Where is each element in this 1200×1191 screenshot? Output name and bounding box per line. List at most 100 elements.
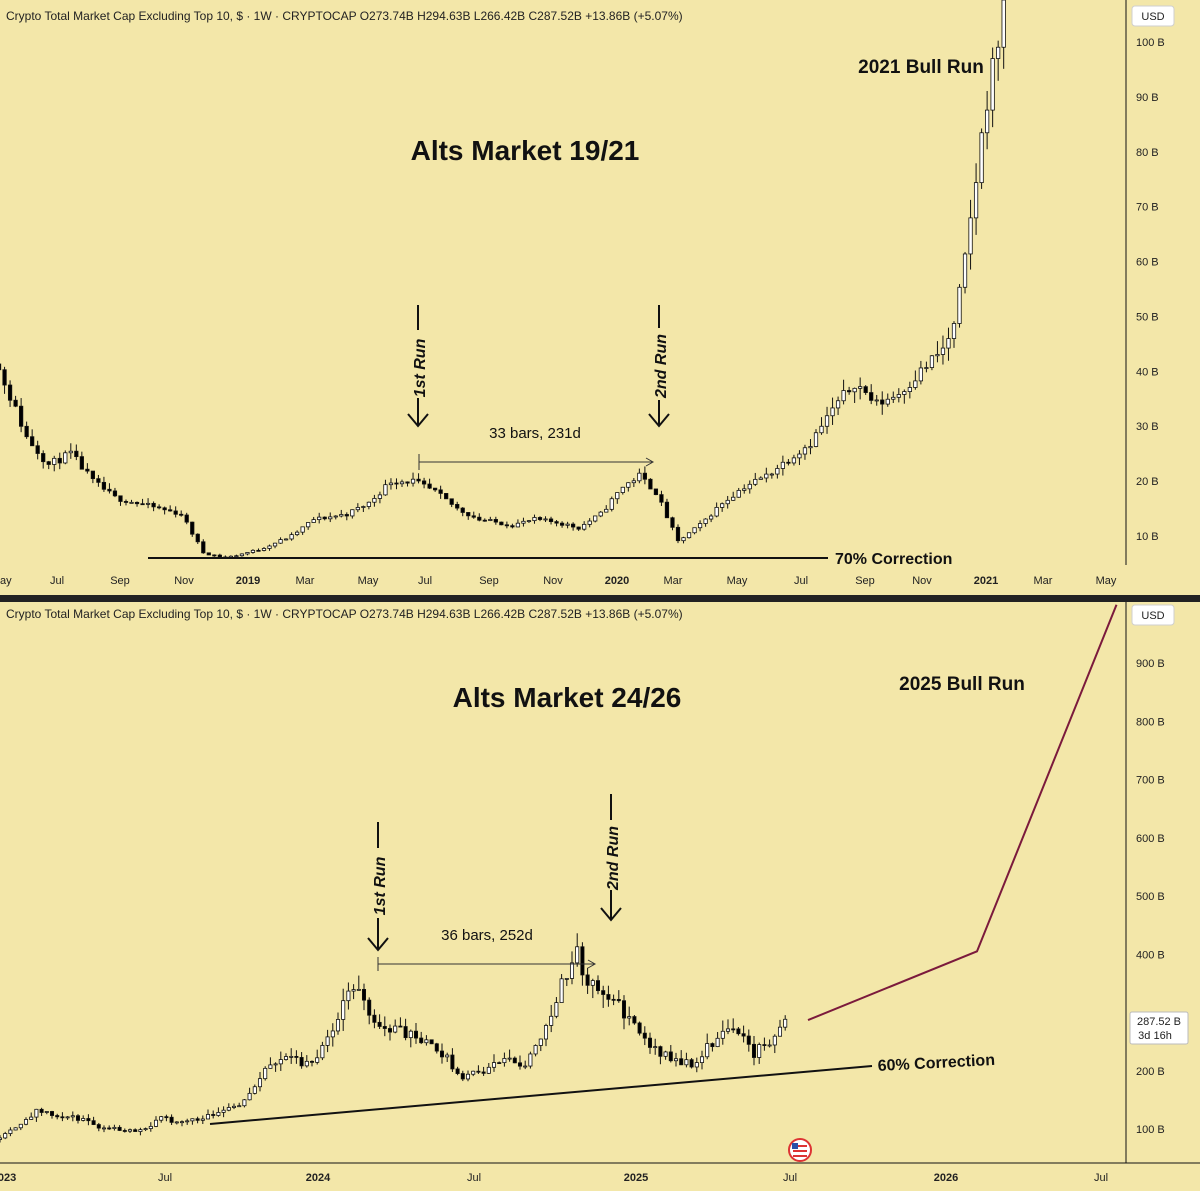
- bottom-y-axis-ticks: 100 B 200 B 400 B 500 B 600 B 700 B 800 B 900 B: [1136, 658, 1165, 1136]
- top-candle: [598, 511, 603, 517]
- economic-events-icon[interactable]: [788, 1138, 812, 1162]
- top-candle: [30, 436, 35, 447]
- bottom-candle: [237, 1105, 242, 1108]
- top-second-run-label: 2nd Run: [653, 334, 670, 399]
- top-candle: [709, 515, 714, 520]
- bottom-candle: [491, 1062, 497, 1068]
- top-candle: [675, 526, 681, 542]
- bottom-candle: [554, 1002, 559, 1017]
- top-candle: [962, 253, 968, 288]
- bottom-candle: [86, 1118, 91, 1122]
- top-candle: [306, 522, 311, 528]
- top-second-run-arrow-head: [648, 413, 670, 428]
- bottom-candle: [372, 1014, 377, 1023]
- bottom-candle: [471, 1070, 476, 1075]
- top-candle: [996, 46, 1001, 59]
- top-x-axis-ticks: ay Jul Sep Nov 2019 Mar May Jul Sep Nov 2020 Mar May…: [0, 575, 1117, 587]
- bottom-candle: [96, 1124, 101, 1129]
- bottom-candle: [367, 999, 372, 1016]
- bottom-y-tick-label: 200 B: [1136, 1066, 1165, 1078]
- bottom-candle: [725, 1028, 731, 1032]
- top-candle: [190, 521, 195, 535]
- bottom-candle: [153, 1119, 159, 1127]
- top-y-tick-label: 40 B: [1136, 366, 1159, 378]
- last-price-value: 287.52 B: [1137, 1016, 1181, 1028]
- top-candle: [394, 482, 399, 485]
- top-candle: [283, 538, 289, 541]
- top-x-tick-label: Jul: [50, 575, 64, 587]
- top-candle: [234, 555, 239, 558]
- top-candle: [85, 468, 90, 472]
- bottom-candle: [216, 1112, 221, 1116]
- top-candle: [791, 457, 797, 464]
- bottom-candle: [439, 1050, 445, 1058]
- top-candle: [973, 182, 979, 219]
- bottom-candle: [533, 1045, 538, 1055]
- bottom-y-tick-label: 600 B: [1136, 833, 1165, 845]
- top-candle: [63, 452, 68, 464]
- top-candle: [819, 425, 824, 434]
- bottom-candle: [757, 1044, 762, 1058]
- top-candle: [383, 484, 388, 496]
- last-price-tag: [1129, 1011, 1189, 1045]
- bottom-candle: [294, 1055, 299, 1058]
- bottom-candle: [429, 1039, 434, 1045]
- bottom-candle: [75, 1115, 81, 1121]
- bottom-first-run-arrow-head: [367, 937, 389, 952]
- bottom-x-tick-label: 2025: [624, 1172, 648, 1184]
- top-candle: [824, 415, 830, 427]
- top-candle: [328, 516, 333, 520]
- bottom-y-tick-label: 800 B: [1136, 716, 1165, 728]
- bottom-candle: [315, 1057, 320, 1063]
- bottom-candle: [289, 1055, 294, 1058]
- bottom-candle: [543, 1025, 549, 1040]
- top-candle: [471, 515, 476, 518]
- bottom-candle: [736, 1028, 741, 1035]
- top-candle: [587, 520, 592, 525]
- top-candle: [300, 526, 305, 533]
- top-x-tick-label: Nov: [174, 575, 194, 587]
- top-candle: [179, 513, 184, 516]
- top-candle: [880, 399, 885, 405]
- top-candle: [74, 450, 79, 458]
- bottom-candle: [601, 990, 606, 995]
- bottom-candle: [169, 1116, 174, 1123]
- top-candle: [929, 355, 935, 368]
- bottom-candle: [148, 1125, 153, 1129]
- bottom-candle: [39, 1108, 44, 1113]
- top-currency-badge[interactable]: [1131, 5, 1175, 27]
- bottom-candle: [393, 1025, 398, 1033]
- top-candle: [609, 498, 614, 510]
- top-candle: [460, 507, 465, 513]
- bottom-candle: [164, 1116, 169, 1119]
- top-candle: [1001, 0, 1006, 48]
- bottom-candle: [200, 1118, 205, 1121]
- bottom-candle: [424, 1039, 429, 1044]
- top-candle: [145, 502, 151, 505]
- top-candle: [537, 517, 543, 520]
- top-candle: [322, 516, 327, 520]
- bottom-candle: [65, 1116, 70, 1119]
- bottom-candle: [455, 1068, 460, 1074]
- bottom-candle: [185, 1120, 190, 1123]
- bottom-y-tick-label: 500 B: [1136, 891, 1165, 903]
- bottom-candle: [783, 1018, 788, 1028]
- bottom-currency-badge[interactable]: [1131, 604, 1175, 626]
- top-candle: [350, 509, 355, 517]
- top-y-tick-label: 50 B: [1136, 311, 1159, 323]
- bottom-candle: [247, 1092, 252, 1101]
- top-candle: [488, 519, 493, 521]
- top-candle: [565, 523, 570, 526]
- top-candle: [129, 501, 134, 504]
- top-candle: [333, 515, 338, 518]
- bottom-candle: [117, 1126, 122, 1131]
- top-candle: [631, 480, 636, 484]
- top-candle: [416, 478, 421, 482]
- top-candle: [339, 514, 344, 517]
- top-candle: [797, 453, 802, 459]
- bottom-candle: [211, 1114, 216, 1116]
- top-candle: [775, 468, 780, 475]
- top-x-tick-label: Mar: [296, 575, 315, 587]
